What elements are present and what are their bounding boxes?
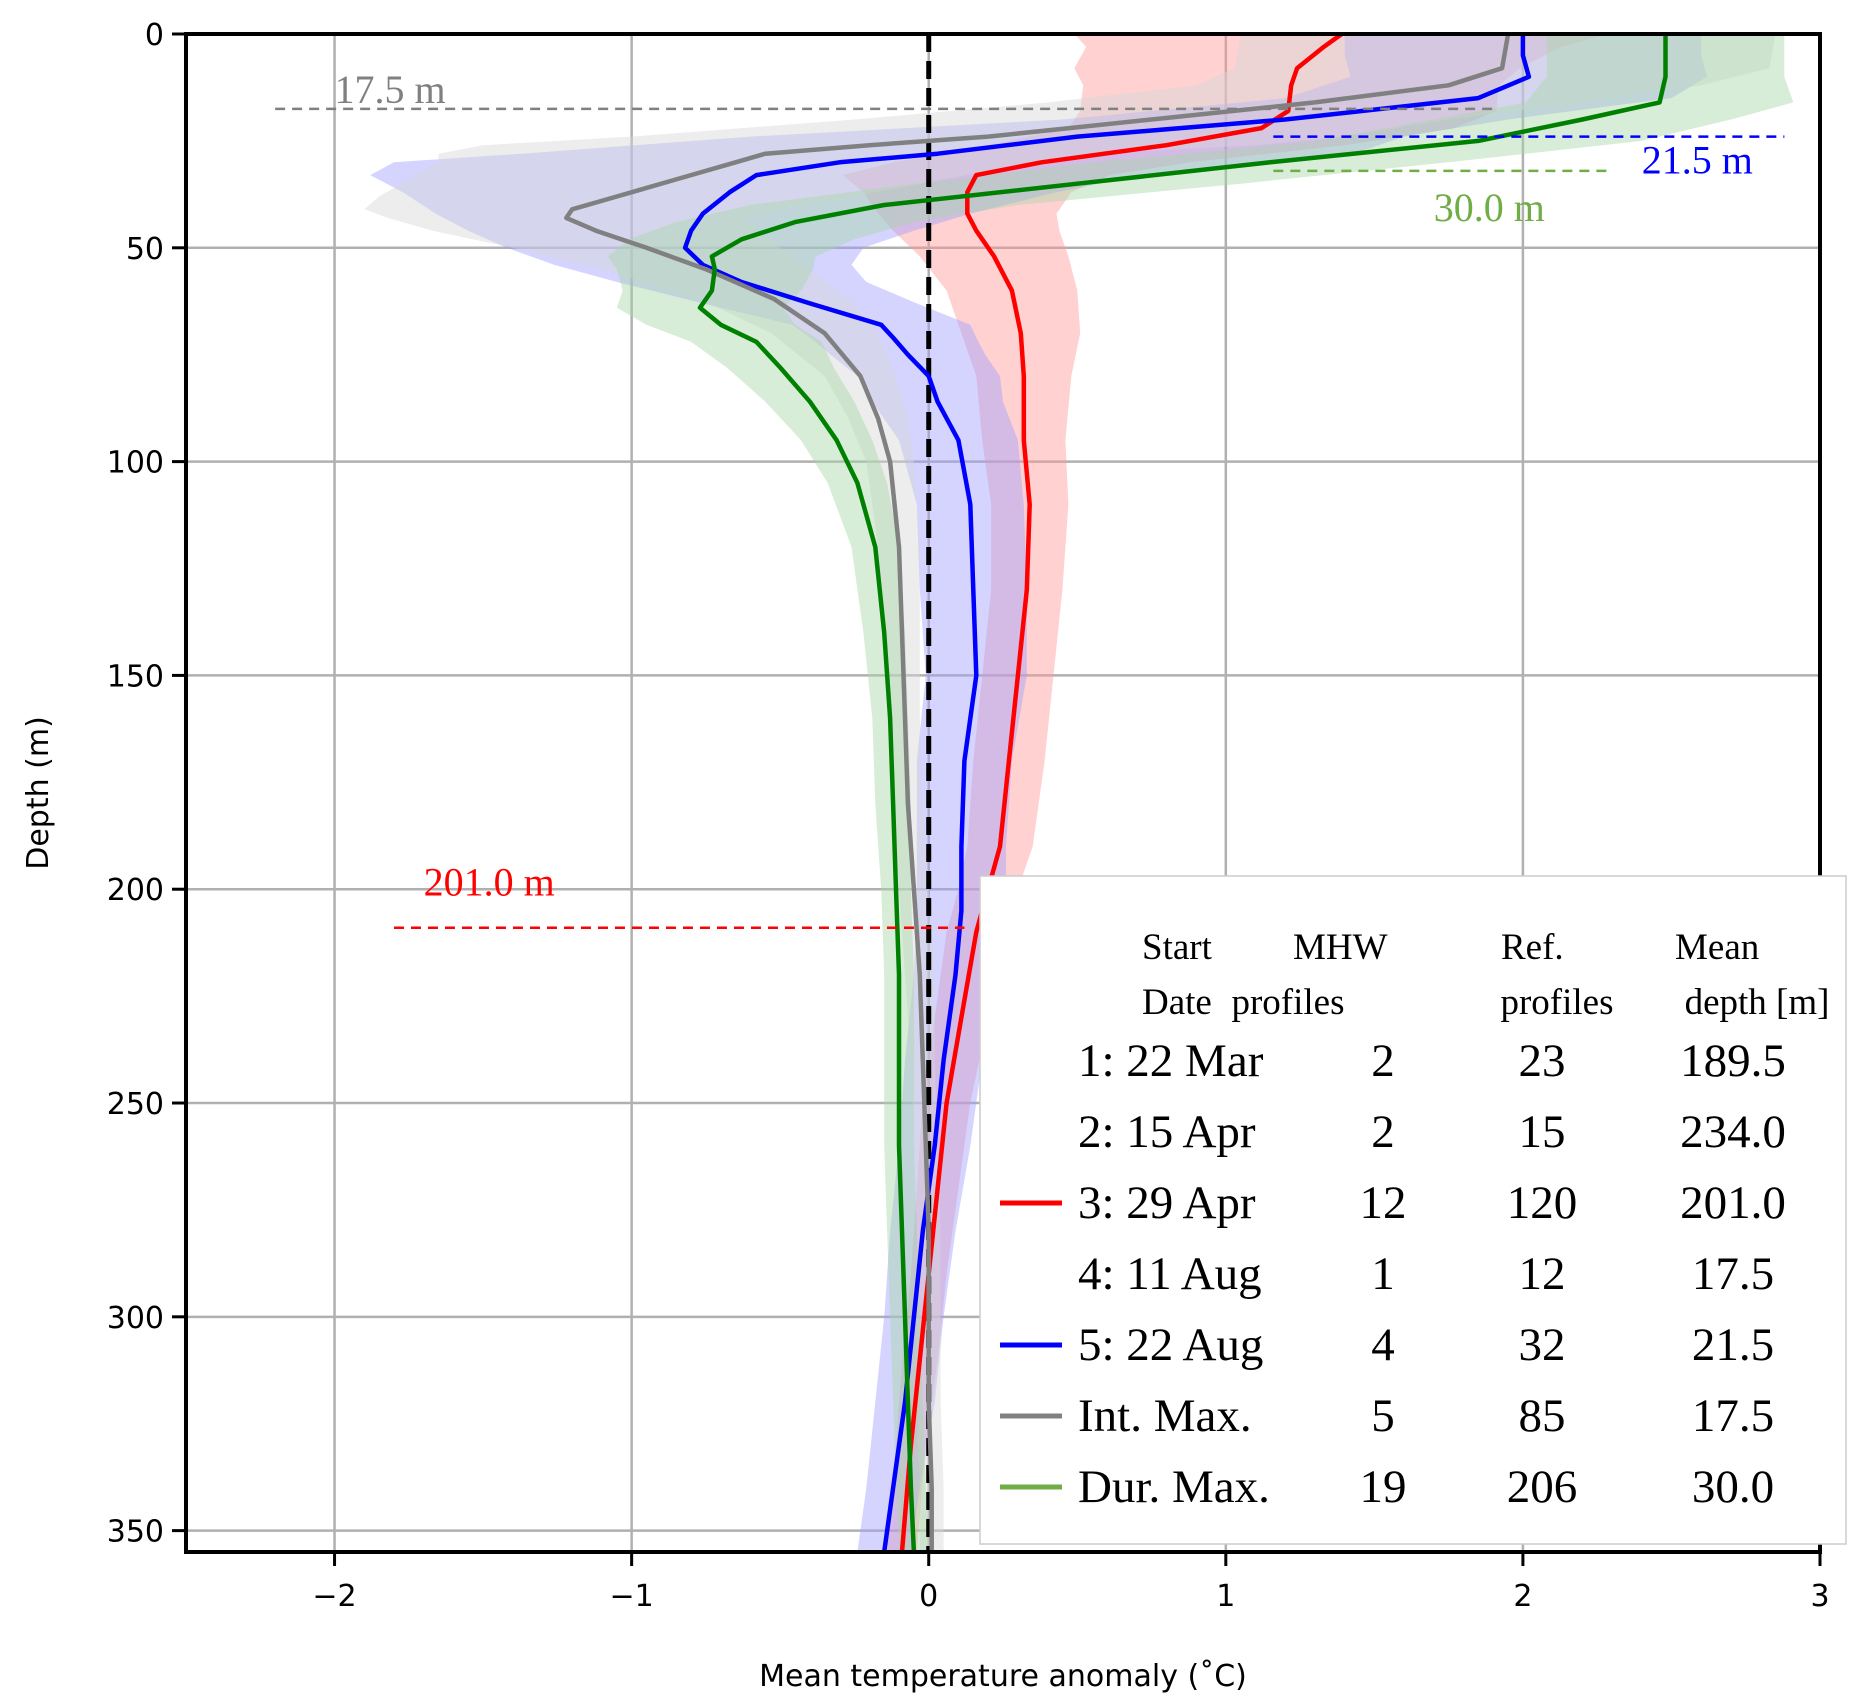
legend-row-label: Dur. Max.: [1078, 1461, 1270, 1513]
legend-row-mhw-profiles: 4: [1371, 1319, 1395, 1371]
x-axis-title: Mean temperature anomaly (˚C): [759, 1659, 1247, 1694]
series-line: [682, 34, 1532, 1553]
legend-row: Dur. Max. 19 206 30.0: [1000, 1461, 1774, 1513]
legend-row-label: 3: 29 Apr: [1078, 1177, 1256, 1229]
legend-header-ref: Ref.: [1501, 927, 1564, 968]
mean-depth-marker-label: 21.5 m: [1642, 138, 1753, 183]
x-tick-label: −2: [312, 1579, 356, 1614]
legend-row: 3: 29 Apr 12 120 201.0: [1000, 1177, 1786, 1229]
legend-row-label: 2: 15 Apr: [1078, 1106, 1256, 1158]
x-tick-label: 2: [1513, 1579, 1532, 1614]
legend-row-ref-profiles: 206: [1507, 1461, 1578, 1513]
legend-row: 5: 22 Aug 4 32 21.5: [1000, 1319, 1774, 1371]
legend-row-label: 1: 22 Mar: [1078, 1035, 1264, 1087]
legend-row-mean-depth: 30.0: [1692, 1461, 1774, 1513]
axes-frame: [184, 32, 1822, 1554]
legend-row-mhw-profiles: 2: [1371, 1106, 1395, 1158]
y-axis-title: Depth (m): [21, 716, 56, 870]
legend-row-ref-profiles: 15: [1519, 1106, 1566, 1158]
legend-header-mhw: MHW: [1293, 927, 1388, 968]
y-axis-ticks: 0 50 100 150 200 250 300 350: [107, 18, 186, 1550]
plot-frame: [184, 32, 1822, 1554]
legend-row-mean-depth: 189.5: [1680, 1035, 1786, 1087]
legend: Start Date MHW profiles Ref. profiles Me…: [979, 875, 1847, 1545]
legend-row-ref-profiles: 32: [1519, 1319, 1566, 1371]
x-tick-label: −1: [610, 1579, 654, 1614]
mean-depth-marker-label: 30.0 m: [1434, 185, 1545, 230]
uncertainty-band: [607, 34, 1794, 1552]
series-lines: [564, 32, 1668, 1553]
mean-depth-marker-label: 201.0 m: [424, 860, 555, 905]
legend-row-ref-profiles: 12: [1519, 1248, 1566, 1300]
legend-row-ref-profiles: 85: [1519, 1390, 1566, 1442]
legend-row-mhw-profiles: 1: [1371, 1248, 1395, 1300]
legend-row-mean-depth: 17.5: [1692, 1390, 1774, 1442]
legend-row-label: 5: 22 Aug: [1078, 1319, 1263, 1371]
x-tick-label: 0: [919, 1579, 938, 1614]
legend-row: 2: 15 Apr 2 15 234.0: [1078, 1106, 1786, 1158]
legend-row: 4: 11 Aug 1 12 17.5: [1078, 1248, 1774, 1300]
legend-header-start: Start: [1142, 927, 1213, 968]
uncertainty-band: [364, 34, 1776, 1552]
legend-rows: 1: 22 Mar 2 23 189.52: 15 Apr 2 15 234.03: 29 …: [1000, 1035, 1786, 1513]
uncertainty-bands: [364, 34, 1794, 1552]
legend-row: 1: 22 Mar 2 23 189.5: [1078, 1035, 1786, 1087]
y-tick-label: 150: [107, 659, 164, 694]
series-line: [899, 32, 1344, 1553]
legend-header-mhw-profiles: profiles: [1231, 982, 1344, 1023]
legend-row: Int. Max. 5 85 17.5: [1000, 1390, 1774, 1442]
legend-row-mhw-profiles: 19: [1360, 1461, 1407, 1513]
legend-header-date: Date: [1142, 982, 1212, 1023]
legend-row-mhw-profiles: 5: [1371, 1390, 1395, 1442]
legend-row-mhw-profiles: 2: [1371, 1035, 1395, 1087]
uncertainty-band: [842, 34, 1610, 1552]
legend-row-mean-depth: 234.0: [1680, 1106, 1786, 1158]
x-tick-label: 1: [1216, 1579, 1235, 1614]
x-tick-label: 3: [1810, 1579, 1829, 1614]
x-axis-ticks: −2 −1 0 1 2 3: [312, 1552, 1830, 1614]
legend-row-mean-depth: 21.5: [1692, 1319, 1774, 1371]
legend-row-ref-profiles: 120: [1507, 1177, 1578, 1229]
y-tick-label: 0: [145, 18, 164, 53]
uncertainty-band: [370, 34, 1708, 1552]
legend-header-mean: Mean: [1675, 927, 1759, 968]
y-tick-label: 50: [126, 232, 164, 267]
legend-header: Start Date MHW profiles Ref. profiles Me…: [1142, 927, 1829, 1023]
series-line: [564, 33, 1511, 1552]
y-tick-label: 350: [107, 1515, 164, 1550]
y-tick-label: 300: [107, 1301, 164, 1336]
legend-header-ref-profiles: profiles: [1500, 982, 1613, 1023]
mean-depth-marker-label: 17.5 m: [335, 67, 446, 112]
legend-row-mean-depth: 17.5: [1692, 1248, 1774, 1300]
y-tick-label: 250: [107, 1087, 164, 1122]
mean-depth-markers: 17.5 m 21.5 m 30.0 m 201.0 m: [275, 67, 1785, 929]
y-tick-label: 200: [107, 873, 164, 908]
series-line: [697, 34, 1668, 1553]
legend-row-label: Int. Max.: [1078, 1390, 1252, 1442]
legend-row-label: 4: 11 Aug: [1078, 1248, 1262, 1300]
legend-row-ref-profiles: 23: [1519, 1035, 1566, 1087]
y-tick-label: 100: [107, 446, 164, 481]
legend-row-mhw-profiles: 12: [1360, 1177, 1407, 1229]
legend-header-depth-m: depth [m]: [1685, 982, 1830, 1023]
legend-box: [979, 875, 1847, 1545]
legend-row-mean-depth: 201.0: [1680, 1177, 1786, 1229]
